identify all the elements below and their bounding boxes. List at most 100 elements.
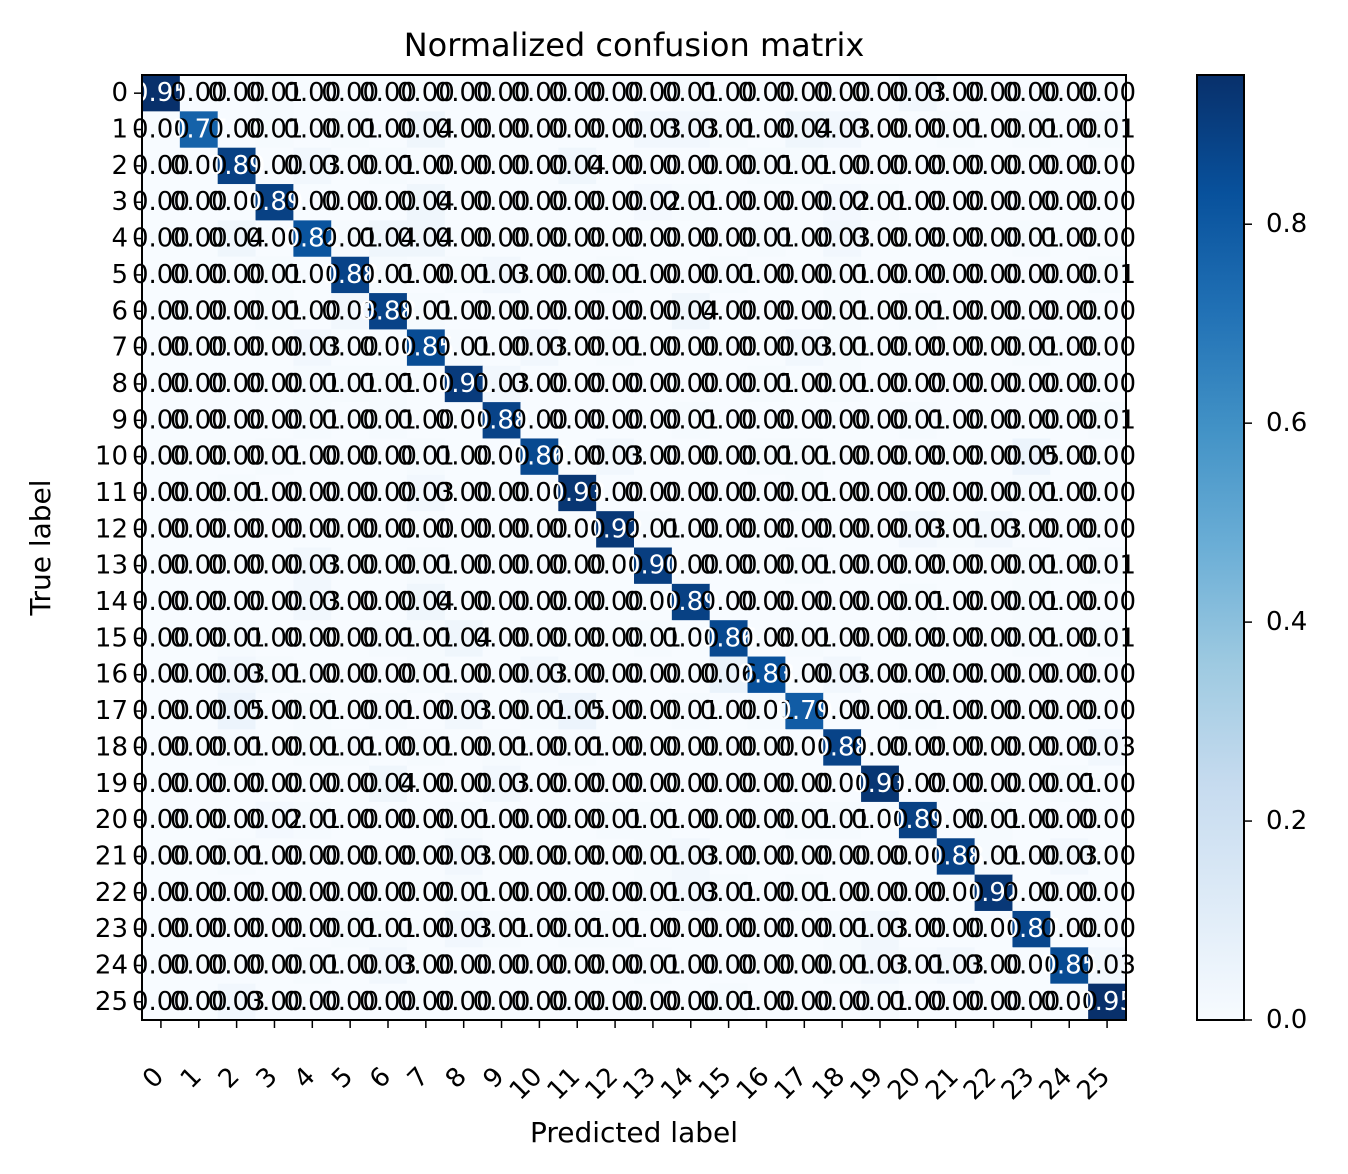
- heatmap-cell: [482, 147, 521, 185]
- heatmap-cell: [217, 620, 257, 658]
- cell-value-label: 0.00: [662, 769, 720, 799]
- heatmap-cell: [785, 474, 824, 512]
- cell-value-label: 0.00: [397, 987, 455, 1017]
- cell-value-label: 0.00: [586, 769, 644, 799]
- cell-value-label: 0.00: [208, 369, 266, 399]
- heatmap-cell: [142, 547, 181, 585]
- cell-value-label: 0.00: [851, 333, 909, 363]
- heatmap-cell: [596, 947, 635, 985]
- x-tick-label: 4: [288, 1062, 321, 1095]
- heatmap-cell: [293, 438, 332, 476]
- cell-value-label: 0.00: [397, 260, 455, 290]
- heatmap-cell: [520, 329, 559, 367]
- colorbar-tick-label: 0.0: [1266, 1005, 1307, 1035]
- heatmap-cell: [369, 947, 408, 985]
- cell-value-label: 0.00: [473, 187, 531, 217]
- cell-value-label: 0.00: [321, 187, 379, 217]
- cell-value-label: 0.03: [321, 296, 379, 326]
- heatmap-cell: [861, 910, 900, 948]
- cell-value-label: 0.00: [738, 623, 796, 653]
- heatmap-cell: [861, 220, 900, 258]
- cell-value-label: 0.00: [548, 623, 606, 653]
- heatmap-cell: [558, 75, 597, 112]
- y-tick-label: 9: [111, 405, 128, 435]
- cell-value-label: 0.01: [1078, 115, 1136, 145]
- heatmap-cell: [974, 256, 1013, 294]
- heatmap-cell: [1050, 801, 1089, 839]
- cell-value-label: 0.89: [208, 151, 266, 181]
- cell-value-label: 0.00: [851, 696, 909, 726]
- heatmap-cell: [1050, 583, 1089, 621]
- heatmap-cell: [217, 256, 257, 294]
- heatmap-cell: [936, 438, 976, 476]
- y-tick-label: 24: [95, 950, 128, 980]
- cell-value-label: 0.00: [586, 950, 644, 980]
- heatmap-cell: [255, 983, 294, 1021]
- y-tick-label: 3: [111, 187, 128, 217]
- colorbar-tick-label: 0.6: [1266, 408, 1307, 438]
- heatmap-cell: [823, 801, 862, 839]
- heatmap-cell: [369, 874, 408, 912]
- cell-value-label: 0.01: [813, 260, 871, 290]
- cell-value-label: 0.00: [851, 224, 909, 254]
- heatmap-cell: [255, 438, 294, 476]
- cell-value-label: 0.03: [813, 660, 871, 690]
- cell-value-label: 0.01: [624, 623, 682, 653]
- heatmap-cell: [406, 729, 446, 767]
- heatmap-cell: [179, 910, 219, 948]
- cell-value-label: 0.89: [246, 187, 304, 217]
- cell-value-label: 0.00: [889, 623, 947, 653]
- cell-value-label: 0.00: [170, 151, 228, 181]
- cell-value-label: 0.03: [1078, 732, 1136, 762]
- cell-value-label: 0.00: [586, 587, 644, 617]
- cell-value-label: 0.02: [246, 805, 304, 835]
- cell-value-label: 0.00: [170, 805, 228, 835]
- cell-value-label: 0.00: [435, 151, 493, 181]
- cell-value-label: 0.00: [927, 187, 985, 217]
- heatmap-cell: [634, 729, 673, 767]
- cell-value-label: 0.00: [548, 551, 606, 581]
- heatmap-cell: [217, 438, 257, 476]
- cell-value-label: 0.01: [1078, 260, 1136, 290]
- cell-value-label: 0.00: [586, 478, 644, 508]
- cell-value-label: 0.00: [170, 769, 228, 799]
- cell-value-label: 0.00: [397, 514, 455, 544]
- heatmap-cell: [520, 474, 559, 512]
- heatmap-cell: [255, 947, 294, 985]
- heatmap-cell: [482, 438, 521, 476]
- heatmap-cell: [823, 583, 862, 621]
- y-tick-label: 0: [111, 78, 128, 108]
- cell-value-label: 0.00: [510, 623, 568, 653]
- cell-value-label: 0.00: [700, 369, 758, 399]
- heatmap-cell: [596, 765, 635, 803]
- y-tick-label: 5: [111, 260, 128, 290]
- cell-value-label: 0.00: [1002, 296, 1060, 326]
- cell-value-label: 0.00: [700, 296, 758, 326]
- cell-value-label: 0.00: [927, 405, 985, 435]
- heatmap-cell: [709, 838, 749, 876]
- heatmap-cell: [898, 656, 938, 694]
- heatmap-cell: [747, 474, 786, 512]
- cell-value-label: 0.00: [586, 405, 644, 435]
- cell-value-label: 0.00: [662, 224, 720, 254]
- heatmap-cell: [785, 801, 824, 839]
- cell-value-label: 0.01: [775, 623, 833, 653]
- heatmap-cell: [596, 874, 635, 912]
- heatmap-cell: [444, 293, 484, 330]
- heatmap-cell: [520, 983, 559, 1021]
- cell-value-label: 0.00: [473, 805, 531, 835]
- cell-value-label: 0.00: [738, 914, 796, 944]
- heatmap-cell: [898, 874, 938, 912]
- cell-value-label: 0.00: [662, 333, 720, 363]
- heatmap-cell: [823, 474, 862, 512]
- cell-value-label: 0.00: [1078, 369, 1136, 399]
- heatmap-cell: [558, 365, 597, 403]
- heatmap-cell: [406, 874, 446, 912]
- heatmap-cell: [747, 329, 786, 367]
- heatmap-cell: [596, 656, 635, 694]
- cell-value-label: 0.00: [1078, 296, 1136, 326]
- cell-value-label: 0.00: [283, 115, 341, 145]
- heatmap-cell: [861, 75, 900, 112]
- heatmap-cell: [331, 729, 370, 767]
- cell-value-label: 0.00: [246, 369, 304, 399]
